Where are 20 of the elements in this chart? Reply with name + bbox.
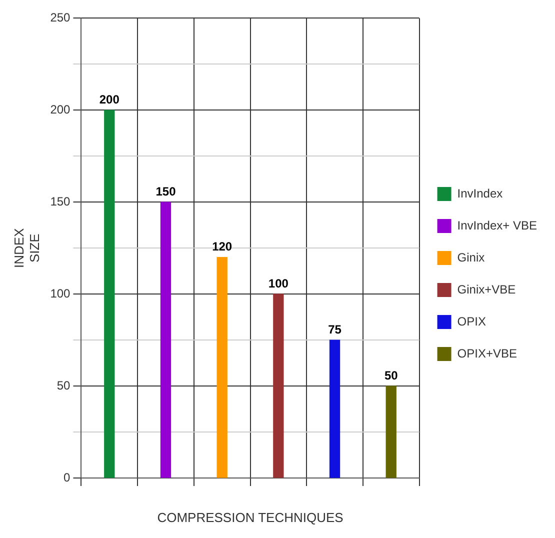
y-tick-label: 150 (50, 194, 71, 208)
y-axis-title: INDEX SIZE (11, 228, 42, 268)
data-label: 100 (268, 276, 289, 290)
y-tick-label: 200 (50, 102, 71, 116)
legend-label: Ginix+VBE (457, 282, 516, 296)
data-label: 120 (212, 240, 232, 254)
y-tick-label: 0 (64, 470, 71, 484)
data-label: 150 (156, 184, 176, 198)
data-label: 50 (384, 368, 398, 382)
data-label: 75 (328, 322, 342, 336)
y-tick-label: 50 (56, 378, 71, 392)
legend-label: OPIX+VBE (457, 346, 517, 360)
legend-label: InvIndex (457, 186, 503, 200)
y-tick-label: 100 (50, 286, 71, 300)
data-label: 200 (99, 92, 120, 106)
legend-label: InvIndex+ VBE (457, 218, 537, 232)
legend-label: Ginix (457, 250, 485, 264)
y-tick-label: 250 (50, 10, 71, 25)
legend-label: OPIX (457, 314, 486, 328)
x-axis-title: COMPRESSION TECHNIQUES (157, 510, 344, 525)
